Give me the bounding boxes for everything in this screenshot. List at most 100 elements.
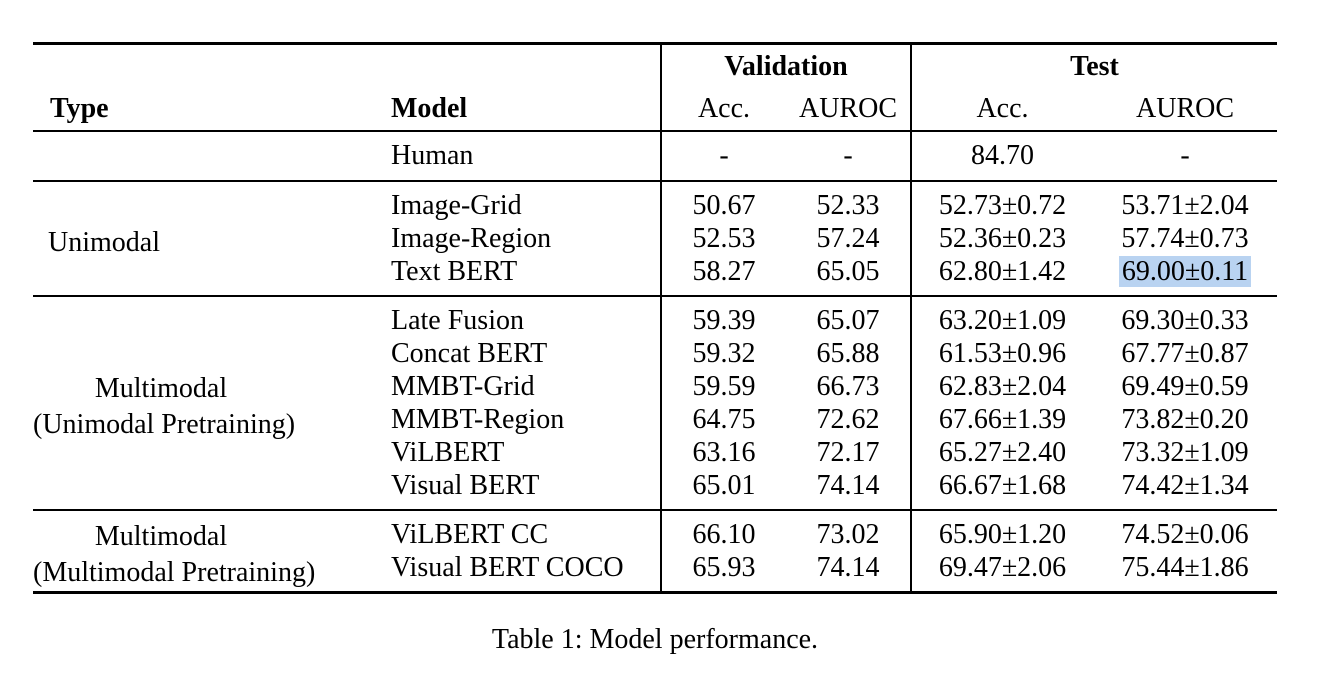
- model-name: Late Fusion: [385, 295, 661, 337]
- results-table-container: Validation Test Type Model Acc. AUROC Ac…: [33, 42, 1278, 656]
- type-label-multimodal-unimodal: Multimodal (Unimodal Pretraining): [33, 295, 385, 510]
- test-acc-cell: 61.53±0.96: [910, 337, 1093, 370]
- val-acc-cell: 59.32: [660, 337, 786, 370]
- val-acc-cell: 59.39: [660, 295, 786, 337]
- table-row-human: Human - - 84.70 -: [33, 130, 1278, 181]
- val-auroc-cell: 52.33: [786, 180, 911, 222]
- type-label-line: (Multimodal Pretraining): [33, 556, 316, 588]
- header-spacer: [33, 44, 661, 89]
- test-auroc-cell: 74.42±1.34: [1121, 470, 1249, 501]
- type-cell-empty: [33, 130, 385, 181]
- type-label-multimodal-multimodal: Multimodal (Multimodal Pretraining): [33, 509, 385, 593]
- table-row: MMBT-Grid 59.59 66.73 62.83±2.04 69.49±0…: [33, 370, 1277, 403]
- table-row: Text BERT 58.27 65.05 62.80±1.42 69.00±0…: [33, 255, 1277, 296]
- table-caption: Table 1: Model performance.: [491, 624, 819, 655]
- type-label-line: Multimodal: [94, 521, 228, 553]
- model-name: Visual BERT COCO: [391, 552, 624, 583]
- test-acc-cell: 63.20±1.09: [910, 295, 1093, 337]
- test-acc-cell: 65.27±2.40: [910, 436, 1093, 469]
- table-row: Visual BERT 65.01 74.14 66.67±1.68 74.42…: [33, 469, 1277, 510]
- model-name: Image-Grid: [385, 180, 661, 222]
- test-auroc-cell: 69.49±0.59: [1121, 371, 1249, 402]
- test-auroc-cell: 67.77±0.87: [1121, 338, 1249, 369]
- val-auroc-cell: 57.24: [816, 223, 880, 254]
- model-name: MMBT-Grid: [391, 371, 535, 402]
- val-acc-cell: 52.53: [660, 222, 786, 255]
- test-auroc-cell: 75.44±1.86: [1121, 552, 1249, 583]
- model-name: Visual BERT: [391, 470, 540, 501]
- test-auroc-cell: 53.71±2.04: [1093, 180, 1278, 222]
- column-header-row: Type Model Acc. AUROC Acc. AUROC: [33, 88, 1277, 131]
- table-header: Validation Test Type Model Acc. AUROC Ac…: [33, 43, 1278, 131]
- val-acc-cell: 63.16: [660, 436, 786, 469]
- model-name: ViLBERT CC: [385, 509, 661, 551]
- val-auroc-cell: 65.05: [816, 256, 880, 287]
- column-header-val-auroc: AUROC: [798, 93, 897, 124]
- table-row: Multimodal (Unimodal Pretraining) Late F…: [33, 295, 1278, 510]
- test-acc-cell: 67.66±1.39: [910, 403, 1093, 436]
- table-row: Concat BERT 59.32 65.88 61.53±0.96 67.77…: [33, 337, 1277, 370]
- column-header-test-acc: Acc.: [910, 88, 1093, 131]
- model-performance-table: Validation Test Type Model Acc. AUROC Ac…: [33, 42, 1278, 594]
- section-multimodal-unimodal-pretraining: Multimodal (Unimodal Pretraining) Late F…: [33, 295, 1278, 510]
- highlighted-value: 69.00±0.11: [1118, 256, 1252, 287]
- group-header-test: Test: [909, 43, 1278, 88]
- val-auroc-cell: 66.73: [816, 371, 880, 402]
- test-auroc-cell: 73.32±1.09: [1121, 437, 1249, 468]
- val-auroc-cell: 72.62: [816, 404, 880, 435]
- test-acc-cell: 62.80±1.42: [910, 255, 1093, 296]
- val-acc-cell: 50.67: [660, 180, 786, 222]
- section-multimodal-multimodal-pretraining: Multimodal (Multimodal Pretraining) ViLB…: [33, 509, 1278, 593]
- val-acc-cell: -: [660, 130, 786, 181]
- group-header-row: Validation Test: [33, 43, 1278, 89]
- column-header-model: Model: [391, 93, 468, 124]
- test-auroc-cell: 73.82±0.20: [1121, 404, 1249, 435]
- val-auroc-cell: 74.14: [816, 470, 880, 501]
- model-name: MMBT-Region: [391, 404, 565, 435]
- test-auroc-cell: 57.74±0.73: [1121, 223, 1249, 254]
- test-acc-cell: 66.67±1.68: [910, 469, 1093, 510]
- model-name: Concat BERT: [391, 338, 548, 369]
- val-acc-cell: 66.10: [660, 509, 786, 551]
- val-acc-cell: 59.59: [660, 370, 786, 403]
- type-label-line: (Unimodal Pretraining): [33, 408, 296, 440]
- val-auroc-cell: 65.07: [786, 295, 911, 337]
- table-row: Image-Region 52.53 57.24 52.36±0.23 57.7…: [33, 222, 1277, 255]
- table-row: MMBT-Region 64.75 72.62 67.66±1.39 73.82…: [33, 403, 1277, 436]
- test-acc-cell: 69.47±2.06: [910, 551, 1093, 593]
- val-acc-cell: 58.27: [660, 255, 786, 296]
- column-header-val-acc: Acc.: [660, 88, 786, 131]
- val-auroc-cell: -: [786, 130, 911, 181]
- val-auroc-cell: 65.88: [816, 338, 880, 369]
- val-auroc-cell: 73.02: [786, 509, 911, 551]
- table-row: ViLBERT 63.16 72.17 65.27±2.40 73.32±1.0…: [33, 436, 1277, 469]
- column-header-type: Type: [50, 93, 109, 124]
- val-acc-cell: 65.01: [660, 469, 786, 510]
- test-acc-cell: 52.36±0.23: [910, 222, 1093, 255]
- group-header-validation: Validation: [660, 43, 911, 88]
- val-acc-cell: 64.75: [660, 403, 786, 436]
- human-baseline-section: Human - - 84.70 -: [33, 130, 1278, 181]
- table-row: Multimodal (Multimodal Pretraining) ViLB…: [33, 509, 1278, 593]
- test-auroc-cell: 74.52±0.06: [1093, 509, 1278, 551]
- test-acc-cell: 84.70: [910, 130, 1093, 181]
- column-header-test-auroc: AUROC: [1136, 93, 1235, 124]
- test-acc-cell: 62.83±2.04: [910, 370, 1093, 403]
- table-row: Visual BERT COCO 65.93 74.14 69.47±2.06 …: [33, 551, 1277, 593]
- test-auroc-cell: 69.30±0.33: [1093, 295, 1278, 337]
- test-acc-cell: 65.90±1.20: [910, 509, 1093, 551]
- type-label-unimodal: Unimodal: [33, 180, 385, 296]
- table-row: Unimodal Image-Grid 50.67 52.33 52.73±0.…: [33, 180, 1278, 296]
- model-name: Image-Region: [391, 223, 552, 254]
- model-name: ViLBERT: [391, 437, 505, 468]
- test-auroc-cell: -: [1093, 130, 1278, 181]
- model-name: Human: [385, 130, 661, 181]
- val-auroc-cell: 74.14: [816, 552, 880, 583]
- type-label-line: Multimodal: [94, 373, 228, 405]
- section-unimodal: Unimodal Image-Grid 50.67 52.33 52.73±0.…: [33, 180, 1278, 296]
- val-auroc-cell: 72.17: [816, 437, 880, 468]
- test-acc-cell: 52.73±0.72: [910, 180, 1093, 222]
- model-name: Text BERT: [391, 256, 518, 287]
- highlighted-cell: 69.00±0.11: [1093, 255, 1277, 296]
- val-acc-cell: 65.93: [660, 551, 786, 593]
